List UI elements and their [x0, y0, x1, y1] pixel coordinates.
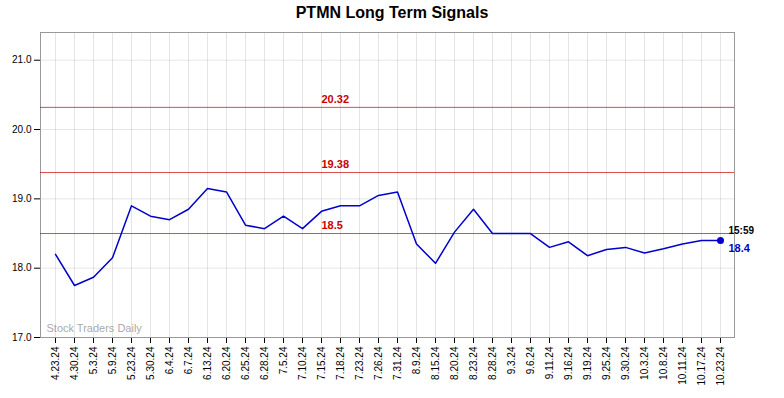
svg-text:5.23.24: 5.23.24 — [126, 346, 137, 380]
svg-text:9.6.24: 9.6.24 — [525, 346, 536, 374]
svg-text:8.28.24: 8.28.24 — [487, 346, 498, 380]
svg-text:8.20.24: 8.20.24 — [449, 346, 460, 380]
svg-text:5.3.24: 5.3.24 — [88, 346, 99, 374]
svg-text:4.30.24: 4.30.24 — [69, 346, 80, 380]
svg-text:8.9.24: 8.9.24 — [411, 346, 422, 374]
svg-text:6.7.24: 6.7.24 — [183, 346, 194, 374]
svg-text:18.5: 18.5 — [322, 219, 343, 231]
svg-text:7.23.24: 7.23.24 — [354, 346, 365, 380]
svg-text:21.0: 21.0 — [12, 54, 32, 65]
svg-text:7.31.24: 7.31.24 — [392, 346, 403, 380]
svg-text:9.25.24: 9.25.24 — [601, 346, 612, 380]
svg-text:15:59: 15:59 — [729, 225, 755, 236]
svg-text:10.11.24: 10.11.24 — [677, 346, 688, 385]
svg-text:10.23.24: 10.23.24 — [715, 346, 726, 385]
html-text:PTMN Long Term Signals: PTMN Long Term Signals — [295, 4, 489, 21]
svg-text:7.15.24: 7.15.24 — [316, 346, 327, 380]
svg-text:7.26.24: 7.26.24 — [373, 346, 384, 380]
svg-text:17.0: 17.0 — [12, 332, 32, 343]
svg-text:6.4.24: 6.4.24 — [164, 346, 175, 374]
svg-text:19.38: 19.38 — [322, 158, 350, 170]
svg-text:4.23.24: 4.23.24 — [50, 346, 61, 380]
svg-text:10.8.24: 10.8.24 — [658, 346, 669, 380]
svg-text:8.23.24: 8.23.24 — [468, 346, 479, 380]
svg-text:9.11.24: 9.11.24 — [544, 346, 555, 379]
svg-text:10.3.24: 10.3.24 — [639, 346, 650, 380]
svg-text:20.32: 20.32 — [322, 93, 350, 105]
svg-text:5.30.24: 5.30.24 — [145, 346, 156, 380]
svg-text:6.25.24: 6.25.24 — [240, 346, 251, 380]
svg-text:5.9.24: 5.9.24 — [107, 346, 118, 374]
svg-text:10.17.24: 10.17.24 — [696, 346, 707, 385]
svg-text:7.18.24: 7.18.24 — [335, 346, 346, 380]
svg-text:9.16.24: 9.16.24 — [563, 346, 574, 380]
svg-text:7.5.24: 7.5.24 — [278, 346, 289, 374]
svg-text:9.30.24: 9.30.24 — [620, 346, 631, 380]
svg-text:9.19.24: 9.19.24 — [582, 346, 593, 380]
svg-text:7.10.24: 7.10.24 — [297, 346, 308, 380]
svg-text:6.20.24: 6.20.24 — [221, 346, 232, 380]
svg-text:20.0: 20.0 — [12, 124, 32, 135]
svg-text:6.13.24: 6.13.24 — [202, 346, 213, 380]
svg-text:18.0: 18.0 — [12, 262, 32, 273]
svg-text:18.4: 18.4 — [729, 242, 751, 254]
svg-text:Stock Traders Daily: Stock Traders Daily — [47, 322, 143, 334]
svg-text:19.0: 19.0 — [12, 193, 32, 204]
svg-text:8.15.24: 8.15.24 — [430, 346, 441, 380]
svg-text:9.3.24: 9.3.24 — [506, 346, 517, 374]
svg-text:6.28.24: 6.28.24 — [259, 346, 270, 380]
